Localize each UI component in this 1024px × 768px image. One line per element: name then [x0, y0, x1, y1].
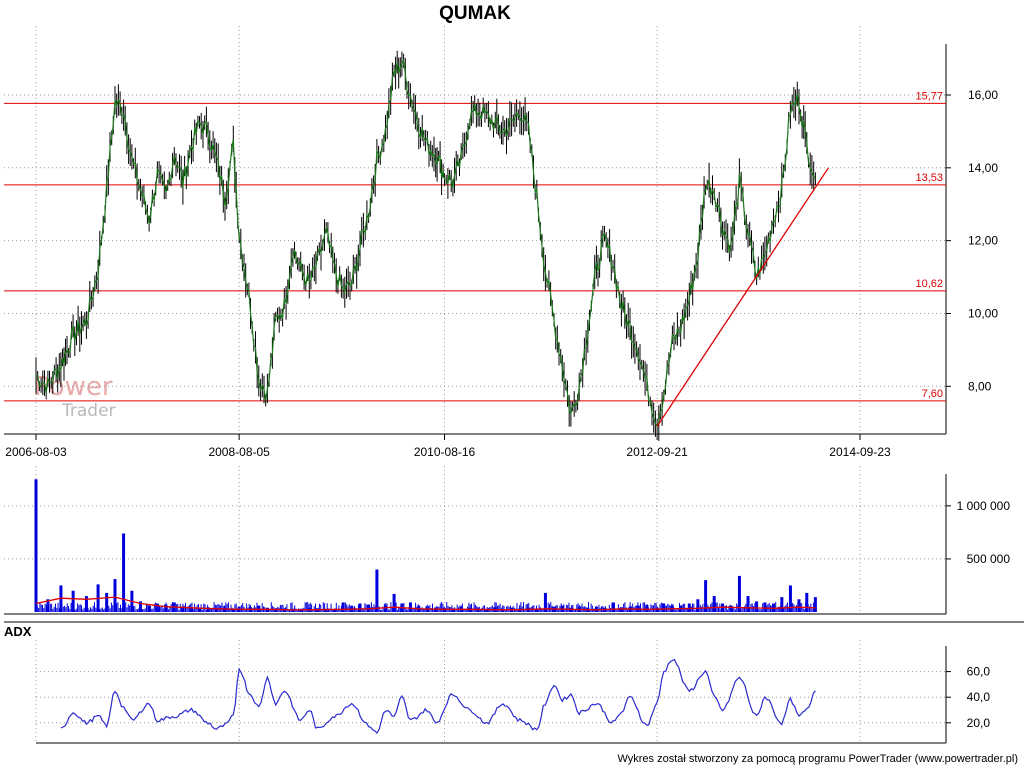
- volume-bar: [105, 592, 109, 612]
- price-line: [35, 59, 816, 428]
- watermark-trader: Trader: [61, 401, 116, 421]
- volume-bar: [138, 601, 142, 612]
- price-series: [35, 59, 816, 428]
- x-tick-label: 2012-09-21: [626, 445, 688, 459]
- price-grid: [4, 26, 946, 434]
- volume-bar: [71, 590, 75, 612]
- level-label: 10,62: [915, 278, 943, 290]
- y-tick-label: 20,0: [967, 716, 991, 730]
- volume-bar: [189, 607, 193, 612]
- x-tick-label: 2014-09-23: [829, 445, 891, 459]
- y-tick-label: 1 000 000: [957, 499, 1011, 513]
- volume-bar: [34, 479, 38, 612]
- volume-bar: [392, 593, 396, 612]
- adx-label: ADX: [4, 624, 32, 639]
- volume-bar: [813, 597, 817, 612]
- volume-grid: [4, 466, 946, 614]
- volume-bar: [687, 603, 691, 612]
- volume-bar: [223, 607, 227, 612]
- x-tick-label: 2006-08-03: [5, 445, 67, 459]
- panel-frames: [4, 44, 1024, 744]
- x-tick-label: 2010-08-16: [414, 445, 476, 459]
- trendline-line: [656, 167, 829, 427]
- volume-bar: [122, 533, 126, 612]
- volume-bar: [341, 602, 345, 612]
- y-tick-label: 10,00: [968, 306, 998, 320]
- price-x-ticks: 2006-08-03 2008-08-05 2010-08-16 2012-09-21…: [5, 434, 891, 459]
- volume-bar: [434, 607, 438, 612]
- volume-bar: [704, 580, 708, 612]
- volume-bar: [645, 604, 649, 612]
- y-tick-label: 60,0: [967, 665, 991, 679]
- volume-bar: [543, 592, 547, 612]
- adx-line: [60, 658, 816, 734]
- y-tick-label: 8,00: [968, 379, 992, 393]
- chart-title: QUMAK: [439, 3, 511, 24]
- volume-bar: [797, 599, 801, 612]
- level-label: 15,77: [915, 90, 943, 102]
- volume-bar: [737, 575, 741, 612]
- x-tick-label: 2008-08-05: [208, 445, 270, 459]
- y-tick-label: 500 000: [967, 552, 1011, 566]
- y-tick-label: 12,00: [968, 234, 998, 248]
- adx-grid: [35, 640, 946, 743]
- volume-bar: [780, 597, 784, 612]
- y-tick-label: 14,00: [968, 161, 998, 175]
- volume-bar: [375, 569, 379, 612]
- price-y-ticks: 8,00 10,00 12,00 14,00 16,00: [946, 88, 998, 393]
- trendline: [656, 167, 829, 427]
- volume-y-ticks: 500 000 1 000 000: [946, 499, 1010, 566]
- volume-bar: [274, 608, 278, 612]
- volume-bar: [805, 592, 809, 612]
- adx-series: [60, 658, 816, 734]
- volume-bar: [788, 585, 792, 612]
- y-tick-label: 16,00: [968, 88, 998, 102]
- volume-average: [35, 596, 816, 611]
- volume-average-line: [35, 596, 816, 611]
- y-tick-label: 40,0: [967, 690, 991, 704]
- level-label: 7,60: [922, 388, 943, 400]
- volume-bar: [113, 579, 117, 612]
- level-label: 13,53: [915, 172, 943, 184]
- volume-bar: [299, 609, 303, 612]
- volume-bars: [34, 479, 817, 612]
- adx-y-ticks: 20,0 40,0 60,0: [946, 665, 990, 730]
- footer-credit: Wykres został stworzony za pomocą progra…: [617, 753, 1018, 765]
- volume-bar: [712, 596, 716, 612]
- volume-bar: [746, 596, 750, 612]
- volume-bar: [206, 607, 210, 612]
